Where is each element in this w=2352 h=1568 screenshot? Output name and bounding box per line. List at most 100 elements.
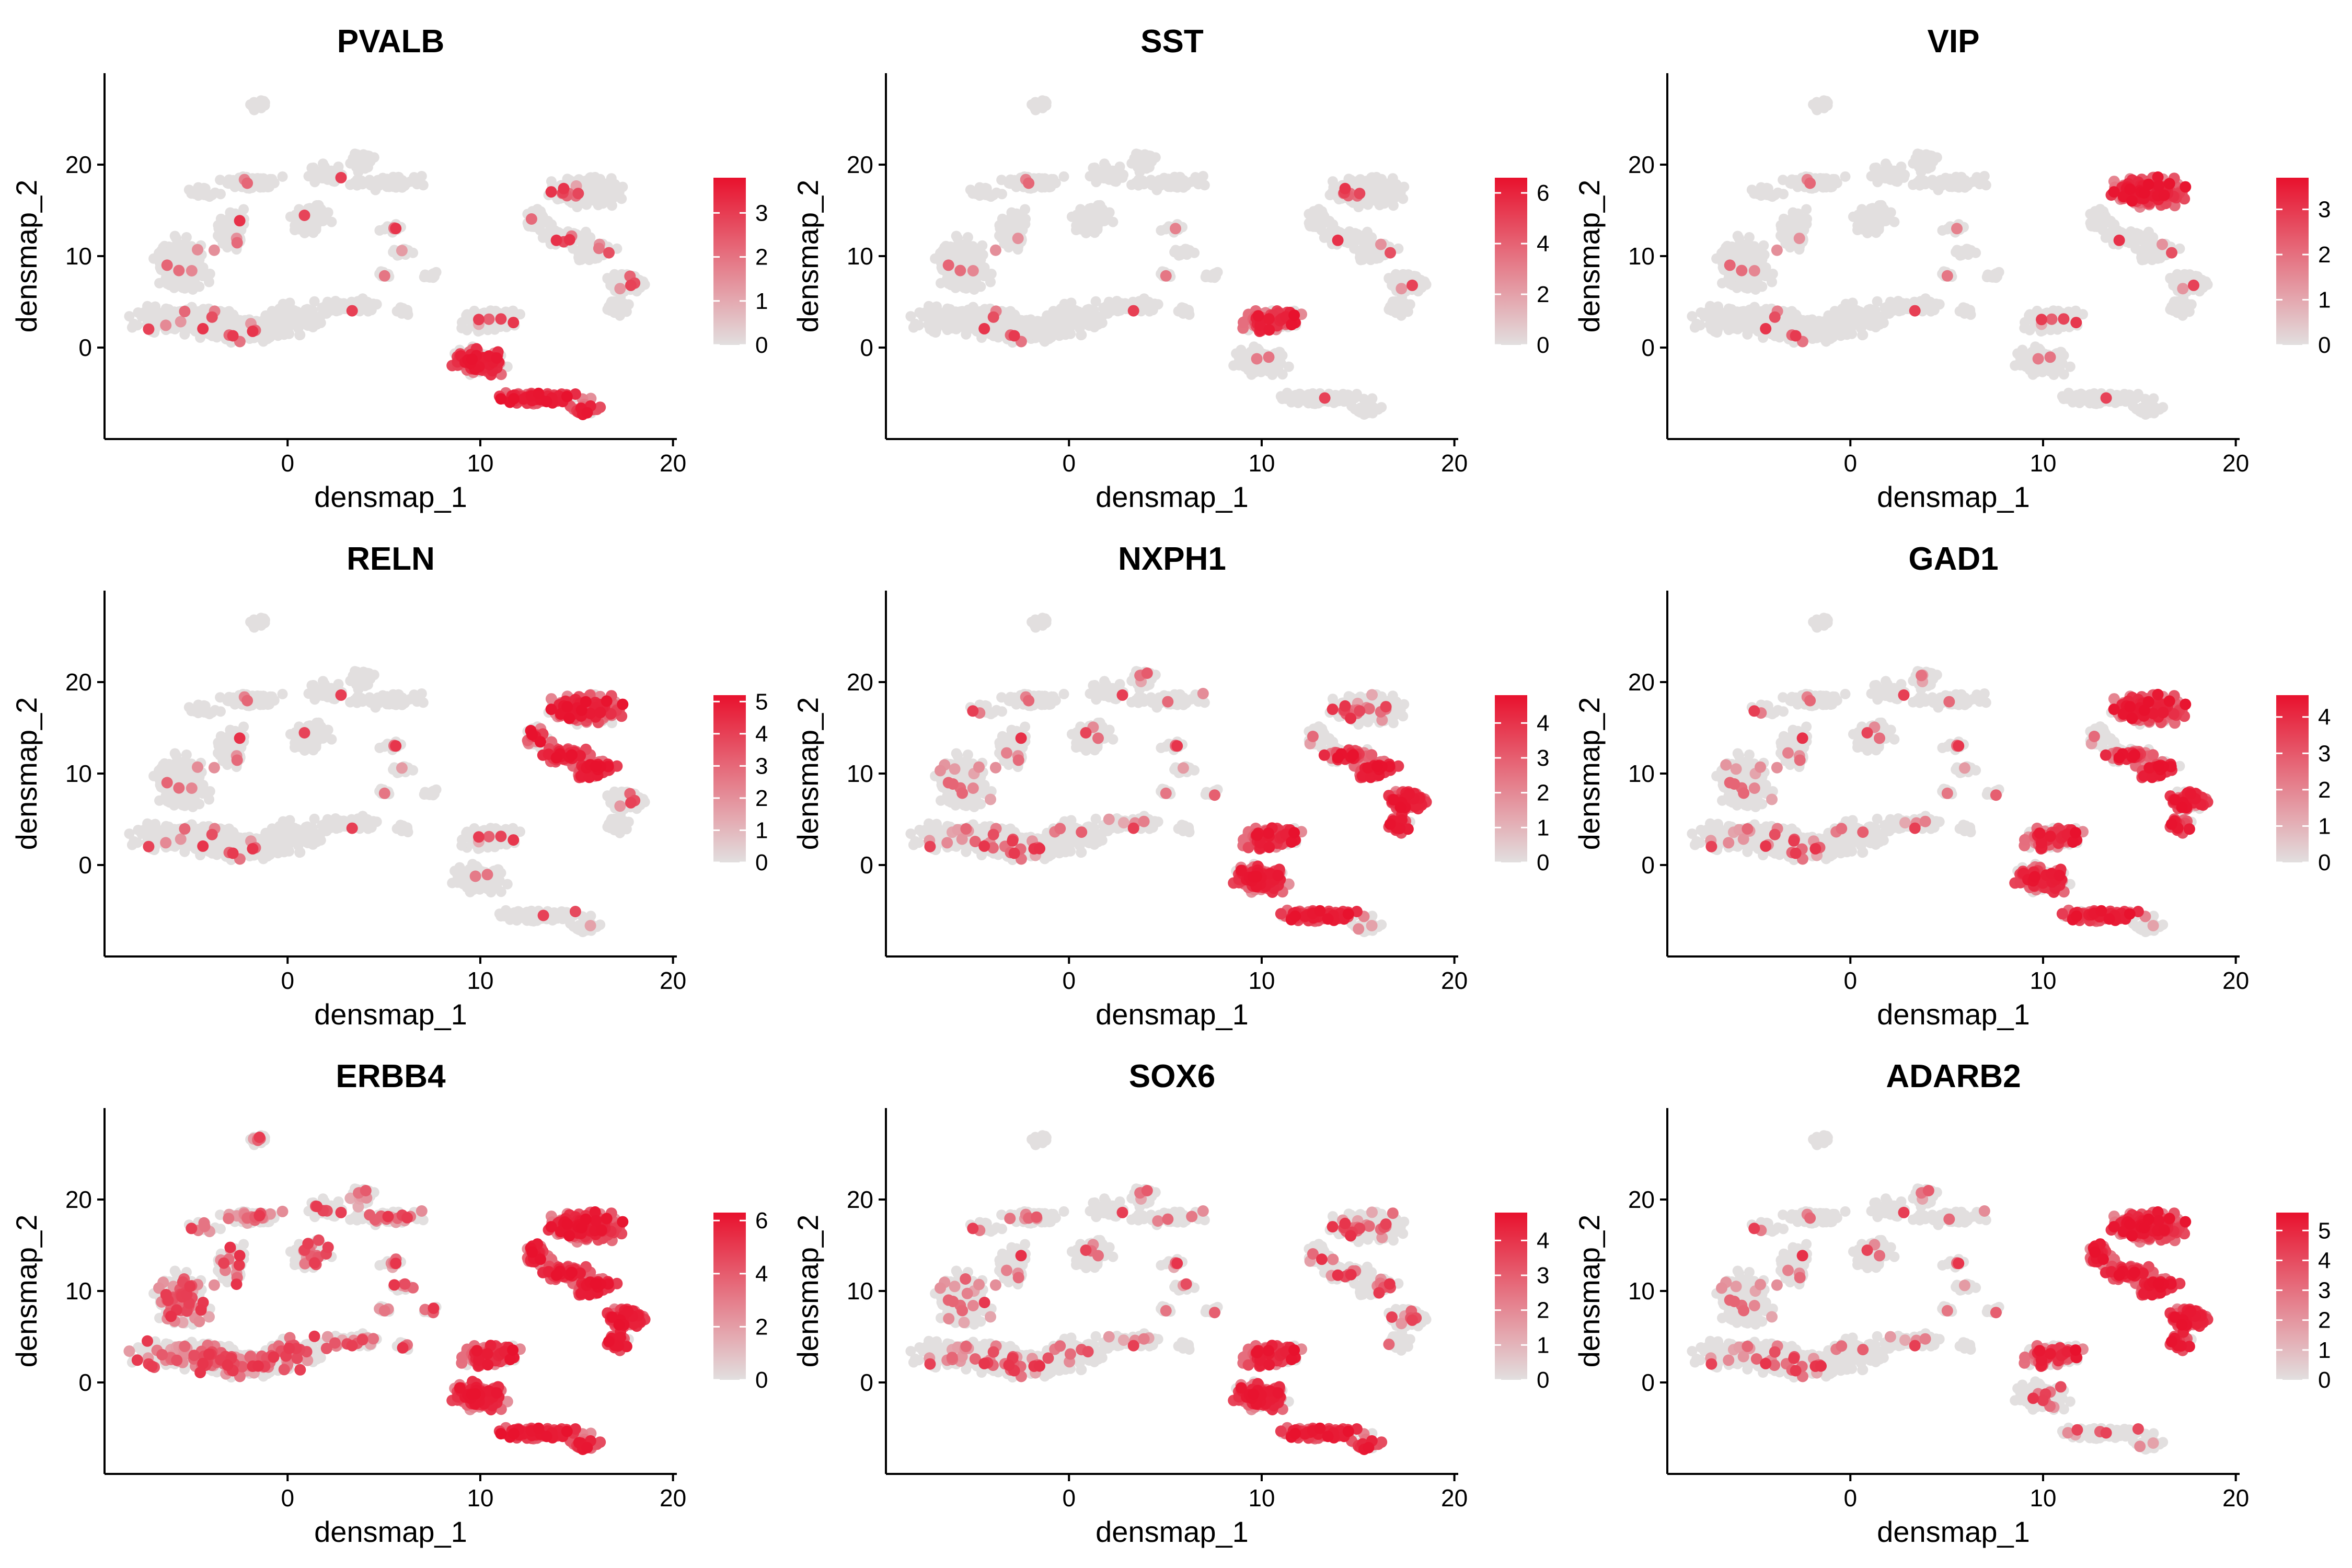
- cell-point: [129, 319, 139, 329]
- cell-point: [572, 188, 584, 199]
- cell-point: [143, 324, 154, 335]
- cell-point: [1376, 181, 1387, 192]
- cell-point: [1038, 324, 1048, 334]
- cell-point: [390, 223, 401, 234]
- cell-point: [173, 265, 185, 276]
- cell-point: [1178, 182, 1189, 193]
- x-tick-label: 20: [660, 449, 686, 477]
- cell-point: [133, 307, 143, 318]
- cell-point: [1151, 185, 1162, 195]
- cell-point: [1094, 168, 1104, 178]
- cell-point: [508, 393, 520, 405]
- cell-point: [1209, 272, 1220, 283]
- cell-point: [1308, 212, 1319, 223]
- cell-point: [294, 330, 305, 340]
- cell-point: [333, 162, 344, 172]
- x-tick-label: 10: [467, 449, 493, 477]
- cell-point: [508, 317, 519, 328]
- cell-point: [1371, 195, 1381, 206]
- cell-point: [409, 174, 419, 185]
- cell-point: [483, 314, 495, 325]
- cell-point: [604, 302, 614, 312]
- cell-point: [321, 214, 331, 224]
- cell-point: [428, 272, 439, 283]
- cell-point: [595, 181, 605, 192]
- cell-point: [533, 388, 544, 399]
- cell-point: [1144, 162, 1155, 172]
- cell-point: [955, 307, 966, 317]
- cell-point: [456, 323, 467, 333]
- cell-point: [1059, 171, 1069, 182]
- cell-point: [396, 245, 408, 256]
- cell-point: [1143, 303, 1154, 314]
- cell-point: [1110, 303, 1121, 313]
- cell-point: [223, 178, 234, 189]
- cell-point: [1079, 307, 1090, 318]
- cell-point: [540, 217, 550, 228]
- cell-point: [304, 171, 314, 181]
- cell-point: [914, 307, 925, 318]
- point-layer: [124, 95, 650, 420]
- cell-point: [608, 181, 618, 192]
- cell-point: [1011, 318, 1021, 329]
- cell-point: [1115, 162, 1125, 172]
- cell-point: [1103, 171, 1114, 181]
- cell-point: [215, 233, 225, 243]
- colorbar-gradient: [713, 178, 746, 345]
- cell-point: [942, 320, 952, 330]
- cell-point: [910, 319, 920, 329]
- cell-point: [348, 156, 359, 167]
- cell-point: [399, 306, 410, 317]
- cell-point: [408, 248, 418, 258]
- y-tick-label: 20: [65, 151, 92, 178]
- cell-point: [257, 99, 267, 109]
- cell-point: [1174, 172, 1185, 182]
- cell-point: [495, 393, 506, 405]
- point-layer: [905, 95, 1431, 420]
- cell-point: [1048, 313, 1059, 324]
- cell-point: [607, 200, 617, 211]
- cell-point: [197, 323, 209, 335]
- cell-point: [313, 168, 323, 178]
- cell-point: [241, 178, 253, 189]
- cell-point: [1141, 151, 1151, 161]
- cell-point: [603, 247, 615, 259]
- cell-point: [171, 233, 181, 244]
- cell-point: [1038, 99, 1048, 109]
- cell-point: [999, 222, 1010, 233]
- cell-point: [1369, 405, 1380, 415]
- cell-point: [370, 185, 381, 195]
- cell-point: [1350, 228, 1361, 238]
- cell-point: [1045, 182, 1056, 192]
- cell-point: [309, 296, 320, 307]
- x-tick-label: 0: [281, 449, 294, 477]
- cell-point: [1321, 217, 1332, 228]
- cell-point: [1101, 301, 1112, 312]
- cell-point: [254, 176, 264, 186]
- cell-point: [1308, 389, 1318, 400]
- cell-point: [526, 213, 537, 225]
- cell-point: [538, 233, 548, 243]
- cell-point: [192, 244, 203, 256]
- cell-point: [466, 354, 478, 365]
- cell-point: [1081, 212, 1091, 223]
- cell-point: [927, 310, 937, 320]
- cell-point: [551, 235, 562, 246]
- cell-point: [349, 178, 360, 188]
- cell-point: [1091, 296, 1101, 307]
- cell-point: [1319, 233, 1330, 243]
- cell-point: [1070, 305, 1081, 316]
- cell-point: [1239, 351, 1250, 362]
- cell-point: [558, 183, 570, 194]
- cell-point: [1189, 248, 1200, 258]
- cell-point: [590, 195, 600, 206]
- cell-point: [1020, 204, 1030, 215]
- colorbar-label: 2: [755, 245, 768, 270]
- cell-point: [593, 243, 605, 254]
- cell-point: [329, 303, 339, 313]
- cell-point: [1035, 176, 1046, 186]
- cell-point: [1292, 393, 1302, 403]
